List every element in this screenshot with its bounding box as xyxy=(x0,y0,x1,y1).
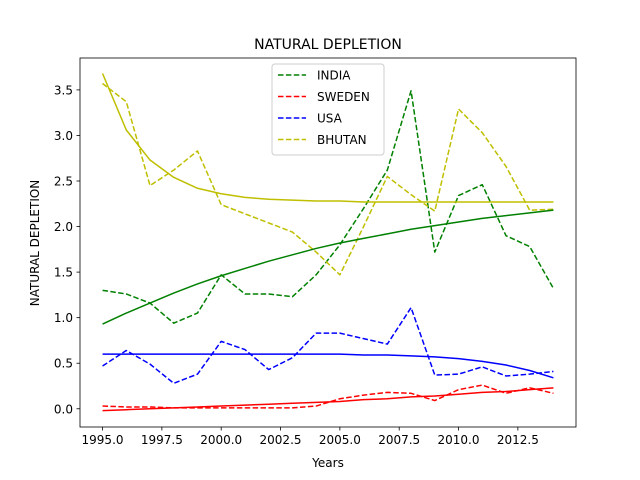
series-8-fit-line xyxy=(101,73,554,203)
axes-layer: 1995.0 1997.5 2000.0 2002.5 2005.0 2007.5 2010… xyxy=(54,57,577,447)
legend-label-usa: USA xyxy=(317,112,343,126)
x-tick-label: 2005.0 xyxy=(319,433,361,447)
x-tick-label: 1997.5 xyxy=(141,433,183,447)
x-tick-label: 2000.0 xyxy=(200,433,242,447)
series-5-fit-line xyxy=(102,209,554,325)
y-tick-label: 3.0 xyxy=(54,129,73,143)
y-tick-label: 1.5 xyxy=(54,266,73,280)
legend-label-sweden: SWEDEN xyxy=(317,90,370,104)
legend-box xyxy=(271,63,385,156)
usa-series-line xyxy=(102,306,554,385)
x-tick-label: 2012.5 xyxy=(497,433,539,447)
bhutan-series-line xyxy=(102,82,554,276)
series-layer xyxy=(101,73,555,412)
y-axis-label: NATURAL DEPLETION xyxy=(28,180,42,307)
x-tick-label: 2002.5 xyxy=(260,433,302,447)
y-tick-label: 0.5 xyxy=(54,357,73,371)
chart-title: NATURAL DEPLETION xyxy=(254,37,402,53)
y-tick-label: 1.0 xyxy=(54,311,73,325)
x-tick-label: 1995.0 xyxy=(82,433,124,447)
y-tick-label: 2.0 xyxy=(54,220,73,234)
x-axis-label: Years xyxy=(311,456,344,470)
y-tick-label: 0.0 xyxy=(54,402,73,416)
plot-frame xyxy=(79,57,577,428)
series-7-fit-line xyxy=(102,353,554,379)
legend-label-india: INDIA xyxy=(317,69,351,83)
legend: INDIA SWEDEN USA BHUTAN xyxy=(271,63,385,156)
y-tick-label: 2.5 xyxy=(54,175,73,189)
india-series-line xyxy=(102,90,555,324)
x-tick-label: 2010.0 xyxy=(438,433,480,447)
series-6-fit-line xyxy=(102,387,554,412)
x-tick-label: 2007.5 xyxy=(378,433,420,447)
y-tick-label: 3.5 xyxy=(54,83,73,97)
legend-label-bhutan: BHUTAN xyxy=(317,133,367,147)
